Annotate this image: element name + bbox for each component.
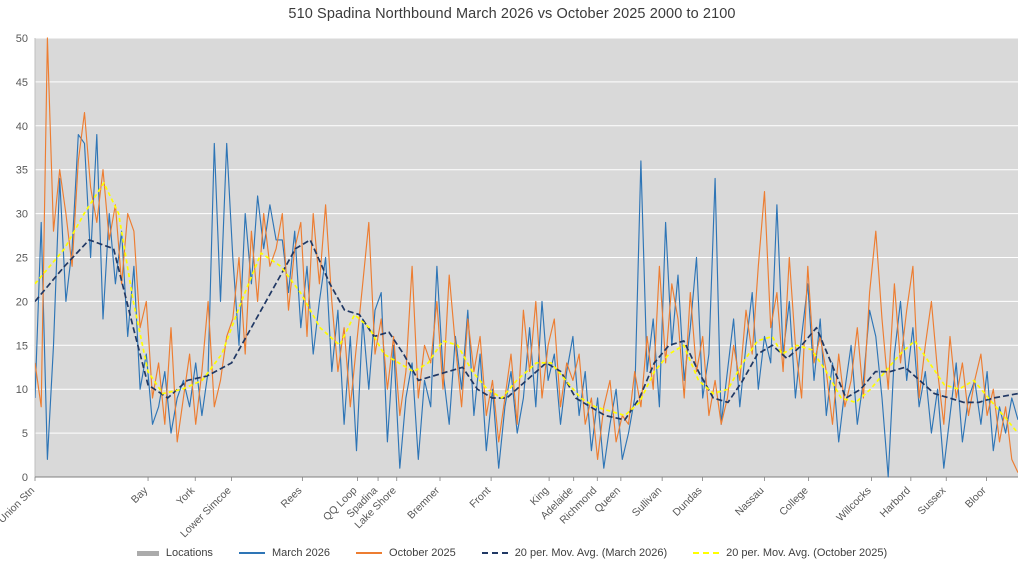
series-line-20-per-mov-avg-march-2026 xyxy=(35,239,1018,421)
x-tick-label: Bloor xyxy=(963,484,989,510)
y-tick-label: 5 xyxy=(22,428,28,440)
legend-label: October 2025 xyxy=(389,547,456,559)
legend: Locations March 2026 October 2025 20 per. M… xyxy=(0,547,1024,559)
legend-swatch xyxy=(136,550,159,556)
x-tick-label: Bay xyxy=(129,484,151,506)
y-tick-label: 45 xyxy=(16,77,28,89)
x-tick-label: Sullivan xyxy=(630,485,665,520)
x-tick-label: Bremner xyxy=(405,484,442,521)
y-tick-label: 25 xyxy=(16,253,28,265)
series-line-march-2026 xyxy=(35,134,1018,478)
legend-item-march-2026: March 2026 xyxy=(238,547,331,559)
series-line-october-2025 xyxy=(35,37,1018,473)
y-tick-label: 20 xyxy=(16,296,28,308)
x-tick-label: Sussex xyxy=(916,484,949,517)
y-tick-label: 10 xyxy=(16,384,28,396)
legend-item-20-per-mov-avg-march-2026: 20 per. Mov. Avg. (March 2026) xyxy=(481,547,668,559)
x-tick-label: College xyxy=(777,485,811,519)
chart-title: 510 Spadina Northbound March 2026 vs Oct… xyxy=(288,6,736,22)
x-tick-label: Harbord xyxy=(878,485,913,520)
legend-label: 20 per. Mov. Avg. (March 2026) xyxy=(514,547,668,559)
legend-swatch xyxy=(481,552,508,554)
y-axis-labels: 0 5 10 15 20 25 30 35 40 45 50 xyxy=(16,33,28,484)
x-tick-label: Queen xyxy=(592,485,623,516)
y-tick-label: 30 xyxy=(16,209,28,221)
x-tick-label: Rees xyxy=(279,485,305,511)
legend-label: 20 per. Mov. Avg. (October 2025) xyxy=(726,547,888,559)
legend-label: Locations xyxy=(165,547,213,559)
x-tick-label: York xyxy=(174,484,198,508)
x-tick-label: Front xyxy=(467,485,493,511)
legend-swatch xyxy=(238,552,265,554)
y-tick-label: 40 xyxy=(16,121,28,133)
y-tick-label: 15 xyxy=(16,340,28,352)
legend-item-october-2025: October 2025 xyxy=(356,547,456,559)
x-tick-label: Nassau xyxy=(733,485,767,519)
x-tick-label: Union Stn xyxy=(0,485,37,526)
x-tick-label: Dundas xyxy=(670,485,704,519)
gridlines xyxy=(35,37,1018,434)
x-tick-label: Willcocks xyxy=(834,485,873,524)
y-tick-label: 50 xyxy=(16,33,28,45)
legend-swatch xyxy=(356,552,383,554)
legend-label: March 2026 xyxy=(271,547,331,559)
series-group xyxy=(35,37,1018,478)
series-line-20-per-mov-avg-october-2025 xyxy=(35,182,1018,434)
y-tick-label: 0 xyxy=(22,472,28,484)
legend-swatch xyxy=(693,552,720,554)
y-tick-label: 35 xyxy=(16,165,28,177)
legend-item-locations: Locations xyxy=(136,547,213,559)
legend-item-20-per-mov-avg-october-2025: 20 per. Mov. Avg. (October 2025) xyxy=(693,547,887,559)
